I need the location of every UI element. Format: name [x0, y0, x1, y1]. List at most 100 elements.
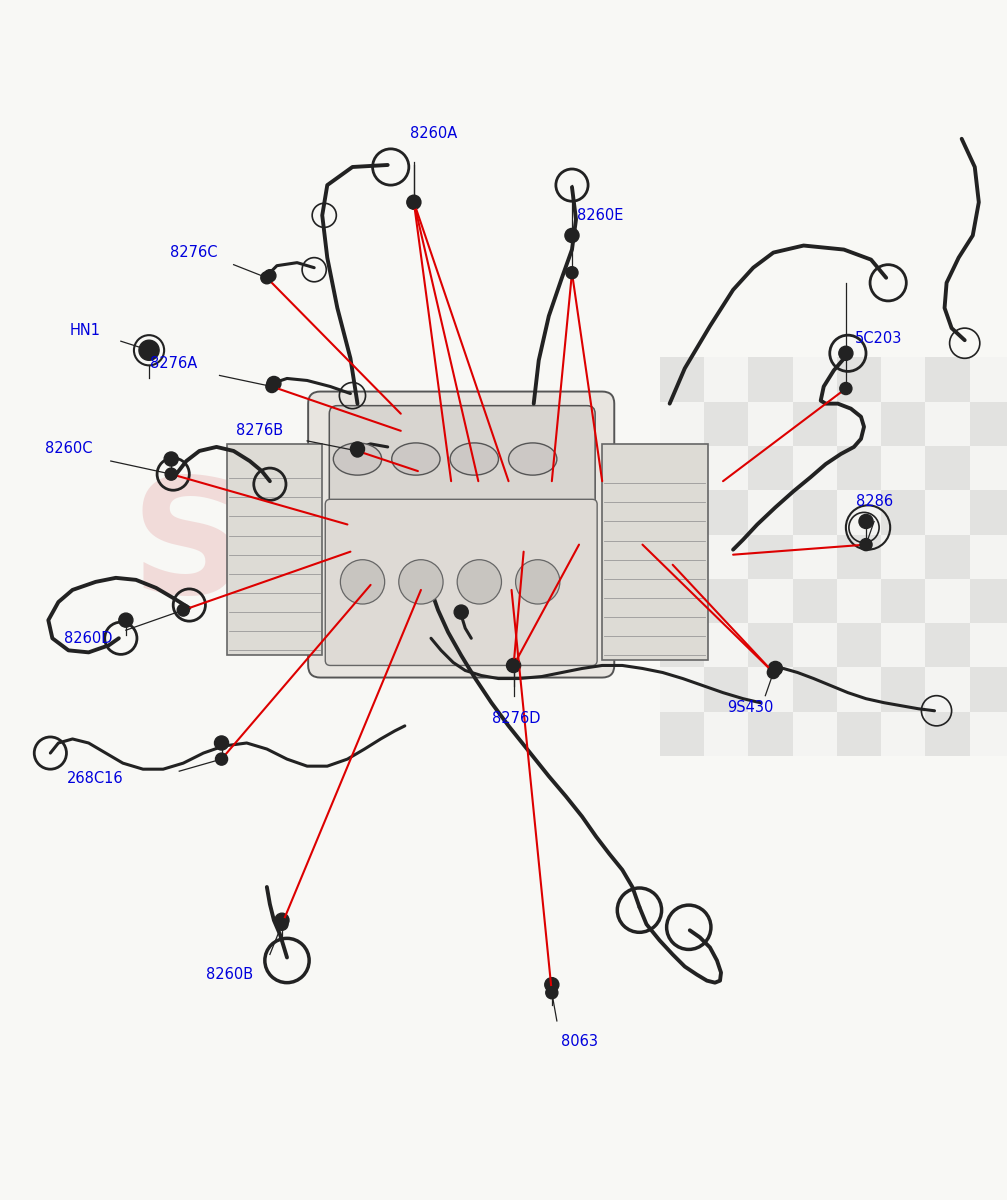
Bar: [881, 578, 925, 623]
Circle shape: [215, 754, 228, 766]
Text: 8260B: 8260B: [206, 967, 253, 982]
Bar: [837, 446, 881, 491]
Bar: [837, 534, 881, 578]
Bar: [881, 491, 925, 534]
Bar: [881, 358, 925, 402]
Circle shape: [454, 605, 468, 619]
Text: SCUD: SCUD: [130, 472, 625, 628]
Bar: [837, 358, 881, 402]
Bar: [970, 667, 1007, 712]
Circle shape: [860, 539, 872, 551]
Circle shape: [139, 340, 159, 360]
Bar: [837, 712, 881, 756]
Circle shape: [545, 978, 559, 991]
Circle shape: [457, 559, 501, 604]
Bar: [881, 712, 925, 756]
Bar: [748, 712, 793, 756]
Text: 8260D: 8260D: [64, 631, 113, 646]
Bar: [660, 534, 704, 578]
Circle shape: [840, 383, 852, 395]
Circle shape: [119, 613, 133, 628]
Circle shape: [839, 347, 853, 360]
Bar: [925, 491, 970, 534]
Text: 268C16: 268C16: [67, 770, 124, 786]
Bar: [837, 402, 881, 446]
Text: 5C203: 5C203: [854, 331, 902, 346]
Bar: [970, 491, 1007, 534]
Bar: [793, 402, 837, 446]
Circle shape: [516, 559, 560, 604]
Bar: [970, 358, 1007, 402]
Bar: [748, 623, 793, 667]
Text: 8260E: 8260E: [577, 208, 623, 223]
Circle shape: [214, 736, 229, 750]
Circle shape: [351, 445, 364, 457]
Bar: [602, 444, 708, 660]
Bar: [837, 578, 881, 623]
Circle shape: [407, 196, 421, 209]
Text: 8063: 8063: [561, 1033, 597, 1049]
Bar: [704, 446, 748, 491]
FancyBboxPatch shape: [325, 499, 597, 666]
Bar: [925, 667, 970, 712]
Bar: [925, 446, 970, 491]
Text: c a r   p a r t s: c a r p a r t s: [416, 608, 611, 636]
Bar: [925, 402, 970, 446]
Bar: [925, 534, 970, 578]
FancyBboxPatch shape: [329, 406, 595, 512]
Bar: [660, 667, 704, 712]
Text: HN1: HN1: [70, 323, 101, 337]
Bar: [970, 623, 1007, 667]
Bar: [793, 534, 837, 578]
Bar: [748, 534, 793, 578]
Bar: [748, 402, 793, 446]
Bar: [881, 402, 925, 446]
Bar: [970, 534, 1007, 578]
Ellipse shape: [392, 443, 440, 475]
Circle shape: [177, 604, 189, 616]
Bar: [660, 623, 704, 667]
Bar: [748, 578, 793, 623]
Bar: [970, 402, 1007, 446]
Text: 8276C: 8276C: [169, 245, 218, 260]
Bar: [704, 358, 748, 402]
Bar: [881, 534, 925, 578]
Circle shape: [267, 377, 281, 390]
Bar: [660, 358, 704, 402]
Circle shape: [859, 515, 873, 528]
Bar: [925, 623, 970, 667]
Bar: [748, 358, 793, 402]
Bar: [793, 446, 837, 491]
Ellipse shape: [333, 443, 382, 475]
Bar: [925, 358, 970, 402]
Bar: [704, 623, 748, 667]
Bar: [970, 712, 1007, 756]
Circle shape: [143, 344, 155, 356]
Bar: [925, 578, 970, 623]
Circle shape: [350, 442, 365, 456]
Circle shape: [767, 666, 779, 678]
Bar: [350, 517, 406, 648]
Bar: [704, 667, 748, 712]
Circle shape: [408, 196, 420, 209]
Bar: [522, 517, 577, 648]
Bar: [748, 491, 793, 534]
Bar: [837, 491, 881, 534]
Bar: [793, 578, 837, 623]
FancyBboxPatch shape: [308, 391, 614, 678]
Circle shape: [276, 918, 288, 930]
Text: 8286: 8286: [856, 494, 892, 509]
Bar: [660, 402, 704, 446]
Text: 8276D: 8276D: [492, 712, 541, 726]
Circle shape: [566, 266, 578, 278]
Ellipse shape: [450, 443, 498, 475]
Bar: [227, 444, 322, 655]
Bar: [837, 667, 881, 712]
Bar: [660, 446, 704, 491]
Circle shape: [768, 661, 782, 676]
Text: 9S430: 9S430: [727, 701, 773, 715]
Bar: [881, 667, 925, 712]
Bar: [748, 667, 793, 712]
Bar: [793, 358, 837, 402]
Bar: [704, 712, 748, 756]
